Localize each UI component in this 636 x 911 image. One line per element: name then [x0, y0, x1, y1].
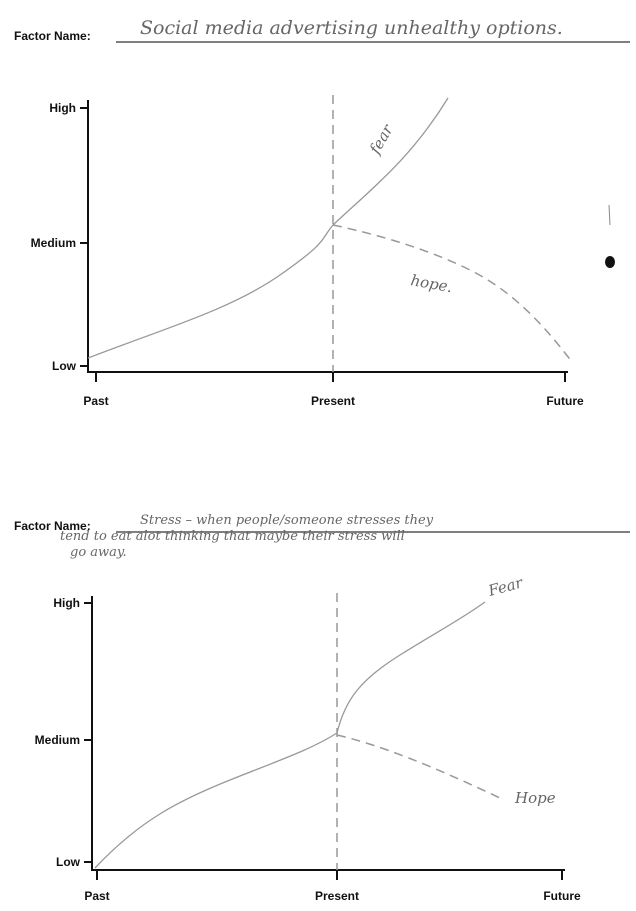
- hope-curve: [333, 225, 572, 362]
- curve-label: Fear: [485, 573, 525, 600]
- y-label: High: [49, 101, 76, 115]
- x-label: Future: [543, 889, 581, 903]
- hope-curve: [337, 735, 500, 798]
- y-label: Low: [52, 359, 77, 373]
- curve-label: fear: [365, 121, 397, 158]
- curve-label: hope.: [409, 271, 453, 296]
- x-label: Present: [311, 394, 355, 408]
- worksheet-page: Factor Name: Social media advertising unh…: [0, 0, 636, 911]
- ink-mark: [605, 256, 615, 268]
- fear-curve: [95, 602, 485, 868]
- curve-label: Hope: [514, 789, 556, 807]
- x-label: Present: [315, 889, 359, 903]
- y-label: Medium: [31, 236, 76, 250]
- x-label: Past: [83, 394, 108, 408]
- factor-text: Stress – when people/someone stresses th…: [140, 513, 434, 528]
- factor-label: Factor Name:: [14, 29, 91, 43]
- ink-mark: [609, 205, 610, 225]
- worksheet-section: Factor Name:Stress – when people/someone…: [14, 513, 630, 903]
- factor-text: Social media advertising unhealthy optio…: [140, 17, 563, 39]
- x-label: Future: [546, 394, 584, 408]
- y-label: Medium: [35, 733, 80, 747]
- fear-curve: [88, 98, 448, 358]
- y-label: Low: [56, 855, 81, 869]
- y-label: High: [53, 596, 80, 610]
- factor-text: go away.: [70, 545, 127, 560]
- factor-text: tend to eat alot thinking that maybe the…: [60, 529, 405, 544]
- x-label: Past: [84, 889, 109, 903]
- worksheet-section: Factor Name: Social media advertising unh…: [14, 17, 630, 408]
- y-axis: [92, 596, 565, 870]
